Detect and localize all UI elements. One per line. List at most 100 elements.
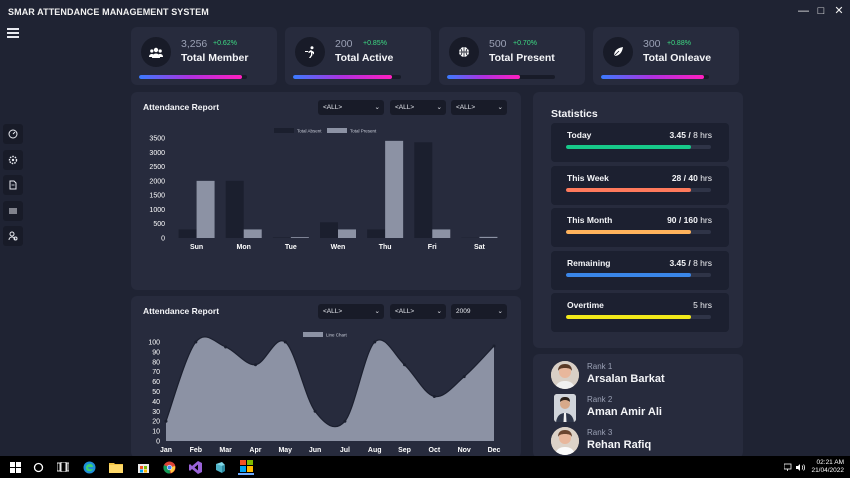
avatar [554, 394, 576, 422]
statistics-title: Statistics [551, 108, 598, 120]
filter-icon[interactable] [3, 200, 23, 221]
system-tray-icons[interactable] [782, 459, 808, 475]
x-tick-label: Tue [285, 244, 297, 251]
y-tick-label: 1500 [149, 193, 165, 200]
filter-dropdown-1[interactable]: <ALL> ⌄ [318, 100, 384, 115]
windows-icon[interactable] [7, 459, 23, 475]
filter-dropdown-2[interactable]: <ALL> ⌄ [390, 100, 446, 115]
stat-value: 3.45 / 8 hrs [669, 130, 712, 140]
legend-label: Total Present [350, 129, 377, 134]
filter-value: <ALL> [323, 104, 343, 111]
stat-progress [566, 188, 711, 192]
hamburger-icon[interactable] [7, 28, 19, 38]
y-tick-label: 20 [152, 419, 160, 426]
stat-amount: 3.45 / [669, 258, 691, 268]
stat-name: Remaining [567, 258, 611, 268]
stat-progress [566, 230, 711, 234]
data-point [194, 340, 198, 344]
filter-value: 2009 [456, 308, 471, 315]
kpi-change: +0.85% [363, 40, 387, 47]
kpi-change: +0.88% [667, 40, 691, 47]
stat-name: Overtime [567, 300, 604, 310]
y-tick-label: 80 [152, 359, 160, 366]
kpi-label: Total Member [181, 52, 249, 64]
x-tick-label: Sat [474, 244, 486, 251]
file-explorer-icon[interactable] [108, 459, 124, 475]
data-point [492, 344, 496, 348]
data-point [313, 409, 317, 413]
stat-total: 8 hrs [693, 258, 712, 268]
avatar [551, 427, 579, 455]
visual-studio-icon[interactable] [187, 459, 203, 475]
x-tick-label: Wen [331, 244, 346, 251]
title-bar: SMAR ATTENDANCE MANAGEMENT SYSTEM — □ ✕ [0, 0, 850, 24]
rank-label: Rank 3 [587, 428, 613, 437]
kpi-card-total-active: 200 +0.85% Total Active [285, 27, 431, 85]
runner-icon [295, 37, 325, 67]
close-icon[interactable]: ✕ [834, 5, 844, 17]
filter-value: <ALL> [456, 104, 476, 111]
stat-name: This Month [567, 215, 613, 225]
app-title: SMAR ATTENDANCE MANAGEMENT SYSTEM [8, 7, 209, 17]
stat-total: hrs [700, 215, 712, 225]
search-icon[interactable] [30, 459, 46, 475]
legend-label: Total Absent [297, 129, 322, 134]
document-icon[interactable] [3, 175, 23, 195]
users-icon[interactable] [3, 226, 23, 246]
stat-amount: 90 / 160 [667, 215, 698, 225]
users-icon [141, 37, 171, 67]
chrome-icon[interactable] [161, 459, 177, 475]
x-tick-label: Sun [190, 244, 203, 251]
store-icon[interactable] [135, 459, 151, 475]
rank-item[interactable]: Rank 1 Arsalan Barkat [551, 361, 731, 393]
kpi-progress [139, 75, 247, 79]
stat-this-week: This Week 28 / 40 hrs [551, 166, 729, 205]
stat-name: Today [567, 130, 592, 140]
y-tick-label: 30 [152, 409, 160, 416]
sidebar [3, 124, 23, 252]
stat-total: 8 hrs [693, 130, 712, 140]
kpi-value: 3,256 [181, 38, 208, 50]
bar [225, 180, 244, 238]
rank-item[interactable]: Rank 3 Rehan Rafiq [551, 427, 731, 459]
bar [320, 222, 338, 238]
attendance-app-icon[interactable] [238, 459, 254, 475]
basketball-icon [449, 37, 479, 67]
data-point [403, 363, 407, 367]
dashboard-icon[interactable] [3, 124, 23, 144]
settings-icon[interactable] [3, 149, 23, 170]
x-tick-label: Apr [249, 447, 261, 454]
maximize-icon[interactable]: □ [817, 5, 825, 17]
y-tick-label: 90 [152, 349, 160, 356]
bar [367, 229, 386, 238]
avatar [551, 361, 579, 389]
bar [338, 229, 356, 238]
minimize-icon[interactable]: — [798, 5, 809, 17]
stat-total: hrs [700, 173, 712, 183]
clock[interactable]: 02:21 AM 21/04/2022 [811, 459, 844, 475]
stat-amount: 28 / 40 [671, 173, 698, 183]
data-point [373, 340, 377, 344]
edge-icon[interactable] [81, 459, 97, 475]
task-view-icon[interactable] [55, 459, 71, 475]
app-icon[interactable] [212, 459, 228, 475]
filter-dropdown-2[interactable]: <ALL> ⌄ [390, 304, 446, 319]
ranking-panel: Rank 1 Arsalan Barkat Rank 2 Aman Amir A… [533, 354, 743, 458]
rank-item[interactable]: Rank 2 Aman Amir Ali [551, 394, 731, 426]
data-point [343, 419, 347, 423]
clock-date: 21/04/2022 [811, 467, 844, 474]
filter-value: <ALL> [323, 308, 343, 315]
x-tick-label: Feb [190, 447, 202, 454]
x-tick-label: Oct [429, 447, 441, 454]
kpi-progress [447, 75, 555, 79]
data-point [164, 419, 168, 423]
kpi-label: Total Onleave [643, 52, 712, 64]
kpi-value: 200 [335, 38, 353, 50]
y-tick-label: 60 [152, 379, 160, 386]
filter-dropdown-1[interactable]: <ALL> ⌄ [318, 304, 384, 319]
filter-dropdown-3[interactable]: 2009 ⌄ [451, 304, 507, 319]
window-controls: — □ ✕ [798, 5, 844, 17]
filter-dropdown-3[interactable]: <ALL> ⌄ [451, 100, 507, 115]
kpi-progress [601, 75, 709, 79]
chevron-down-icon: ⌄ [436, 104, 442, 111]
